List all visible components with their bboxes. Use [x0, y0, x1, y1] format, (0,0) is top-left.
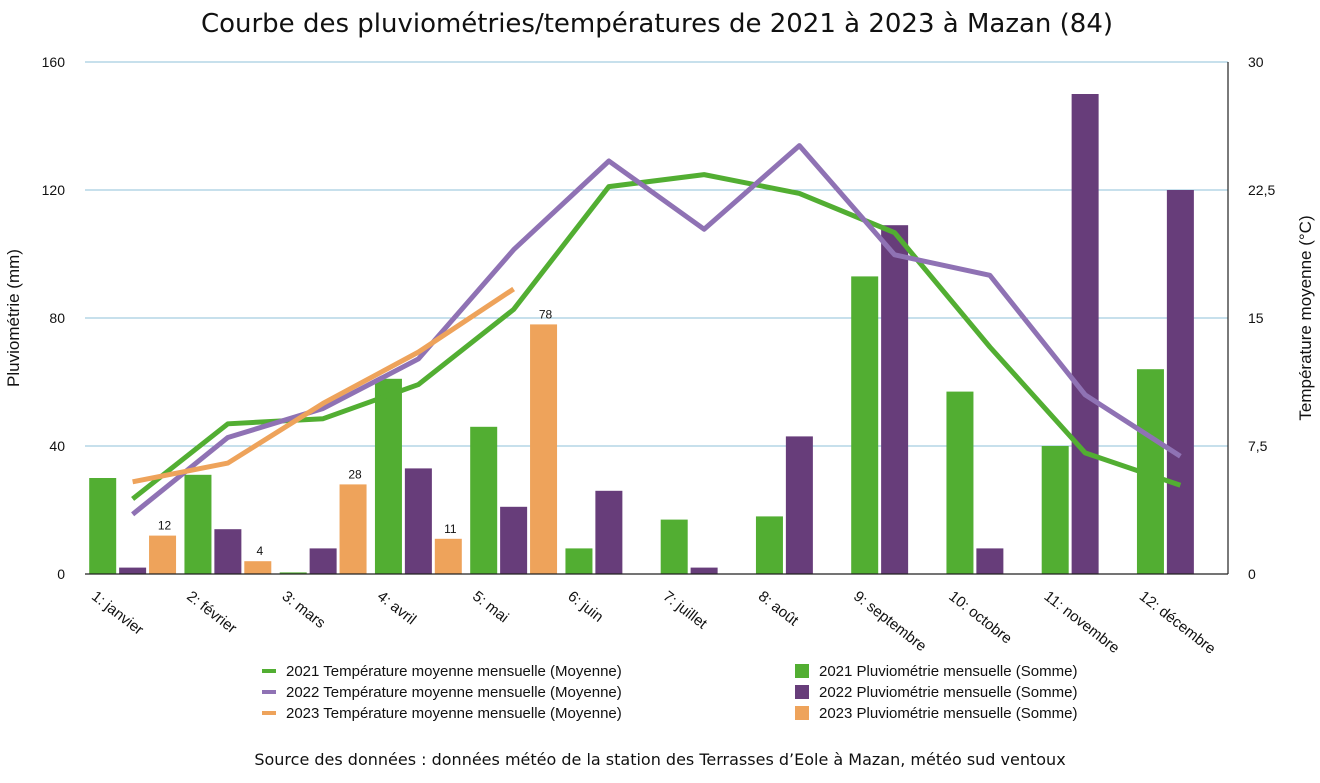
- legend-bar-swatch: [795, 685, 809, 699]
- y-tick-label: 0: [57, 566, 65, 582]
- y-tick-label: 160: [42, 54, 66, 70]
- axes-group: [85, 62, 1229, 575]
- temperature-line: [131, 172, 1182, 501]
- x-tick-label: 5: mai: [469, 588, 512, 627]
- bar: [690, 567, 718, 574]
- x-tick-label: 12: décembre: [1136, 588, 1219, 658]
- x-tick-label: 1: janvier: [88, 588, 146, 639]
- chart-title: Courbe des pluviométries/températures de…: [201, 9, 1113, 39]
- bar: [404, 468, 432, 574]
- y-tick-label: 40: [49, 438, 65, 454]
- bar-data-label: 12: [158, 519, 172, 533]
- bar-data-label: 78: [539, 307, 553, 321]
- legend-label: 2022 Température moyenne mensuelle (Moye…: [286, 684, 622, 701]
- bar: [1071, 94, 1099, 574]
- y-axis-title: Pluviométrie (mm): [4, 249, 23, 387]
- bar: [755, 516, 783, 574]
- bar: [851, 276, 879, 574]
- bar: [470, 426, 498, 574]
- x-tick-label: 8: août: [755, 588, 802, 630]
- bar: [279, 572, 307, 574]
- x-tick-label: 7: juillet: [660, 588, 711, 633]
- lines-group: [131, 143, 1182, 517]
- gridlines: [85, 61, 1228, 447]
- y-tick-label: 120: [42, 182, 66, 198]
- x-tick-label: 10: octobre: [945, 588, 1015, 648]
- bar: [149, 535, 177, 574]
- y2-tick-label: 7,5: [1248, 438, 1268, 454]
- bar: [119, 567, 147, 574]
- bar: [500, 506, 528, 574]
- bar: [309, 548, 337, 574]
- bar: [184, 474, 212, 574]
- x-tick-label: 6: juin: [564, 588, 606, 626]
- bar: [565, 548, 593, 574]
- y2-tick-label: 0: [1248, 566, 1256, 582]
- bar: [89, 478, 117, 574]
- bar: [434, 538, 462, 574]
- bar: [244, 561, 272, 574]
- legend-bar-swatch: [795, 664, 809, 678]
- legend-bar-swatch: [795, 706, 809, 720]
- y2-tick-label: 22,5: [1248, 182, 1275, 198]
- legend-label: 2022 Pluviométrie mensuelle (Somme): [819, 684, 1077, 701]
- temperature-line: [132, 286, 516, 485]
- legend-label: 2023 Température moyenne mensuelle (Moye…: [286, 705, 622, 722]
- bar-data-label: 11: [444, 522, 457, 536]
- x-tick-label: 3: mars: [279, 588, 329, 632]
- x-tick-label: 2: février: [183, 588, 239, 637]
- bar: [1166, 190, 1194, 574]
- x-tick-label: 9: septembre: [850, 588, 929, 655]
- bar: [785, 436, 813, 574]
- temperature-line: [131, 143, 1182, 517]
- bar: [374, 378, 402, 574]
- bar-data-label: 28: [348, 467, 362, 481]
- source-note: Source des données : données météo de la…: [254, 750, 1065, 769]
- x-tick-label: 11: novembre: [1041, 588, 1123, 657]
- bar: [881, 225, 909, 574]
- legend: 2021 Température moyenne mensuelle (Moye…: [262, 663, 1077, 722]
- y2-axis-title: Température moyenne (°C): [1296, 215, 1315, 420]
- bar: [595, 490, 623, 574]
- bar: [976, 548, 1004, 574]
- y2-tick-label: 15: [1248, 310, 1264, 326]
- bar: [214, 529, 242, 574]
- bar: [660, 519, 688, 574]
- bar: [530, 324, 558, 574]
- bar: [1041, 446, 1069, 574]
- legend-label: 2021 Pluviométrie mensuelle (Somme): [819, 663, 1077, 680]
- bar: [946, 391, 974, 574]
- y2-tick-label: 30: [1248, 54, 1264, 70]
- legend-label: 2021 Température moyenne mensuelle (Moye…: [286, 663, 622, 680]
- bars-group: 12 4 28 11 78: [89, 94, 1194, 574]
- bar: [339, 484, 367, 574]
- y-tick-label: 80: [49, 310, 65, 326]
- legend-label: 2023 Pluviométrie mensuelle (Somme): [819, 705, 1077, 722]
- x-tick-label: 4: avril: [374, 588, 419, 629]
- bar-data-label: 4: [256, 544, 263, 558]
